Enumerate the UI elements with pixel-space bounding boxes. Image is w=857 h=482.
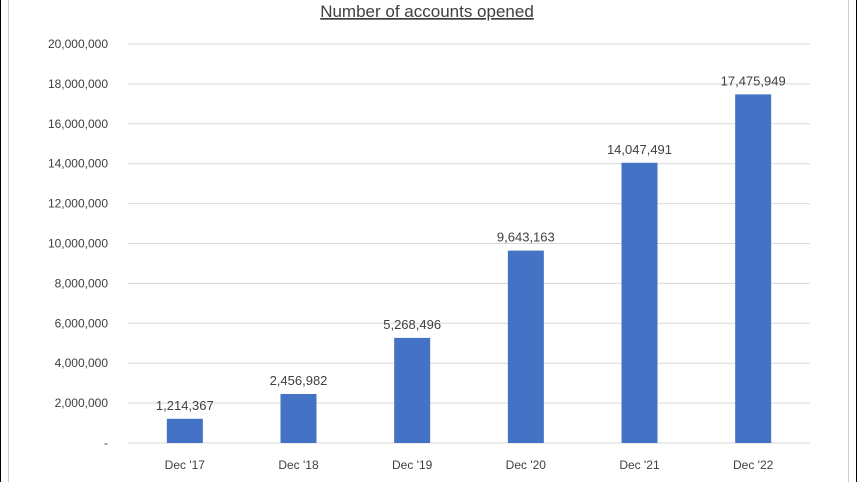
y-tick-label: 4,000,000 (55, 356, 109, 370)
y-tick-label: 18,000,000 (48, 77, 108, 91)
y-tick-label: 10,000,000 (48, 237, 108, 251)
y-tick-label: 20,000,000 (48, 37, 108, 51)
bars (166, 94, 772, 443)
bar-value-label: 5,268,496 (383, 317, 441, 332)
gridlines (128, 43, 810, 444)
x-tick-label: Dec '17 (165, 458, 206, 472)
x-tick-label: Dec '18 (278, 458, 319, 472)
bar (394, 337, 431, 443)
bar-value-label: 2,456,982 (270, 373, 328, 388)
x-tick-label: Dec '20 (506, 458, 547, 472)
x-axis-tick-labels: Dec '17 Dec '18 Dec '19 Dec '20 Dec '21 Dec '… (165, 458, 774, 472)
chart-title: Number of accounts opened (320, 2, 534, 21)
bar-value-label: 17,475,949 (721, 73, 786, 88)
bar-value-label: 1,214,367 (156, 398, 214, 413)
y-tick-label: 6,000,000 (55, 316, 109, 330)
bar-value-label: 14,047,491 (607, 142, 672, 157)
y-tick-label: - (104, 436, 108, 450)
chart-area-border (8, 0, 849, 482)
y-tick-label: 16,000,000 (48, 117, 108, 131)
bar (166, 418, 203, 443)
y-tick-label: 2,000,000 (55, 396, 109, 410)
bar-value-label: 9,643,163 (497, 230, 555, 245)
y-tick-label: 8,000,000 (55, 276, 109, 290)
y-tick-label: 14,000,000 (48, 157, 108, 171)
bar (507, 250, 544, 443)
x-tick-label: Dec '22 (733, 458, 774, 472)
y-tick-label: 12,000,000 (48, 197, 108, 211)
y-axis-tick-labels: - 2,000,000 4,000,000 6,000,000 8,000,000 10,… (48, 37, 108, 450)
bar (735, 94, 772, 443)
x-tick-label: Dec '19 (392, 458, 433, 472)
bar-value-labels: 1,214,367 2,456,982 5,268,496 9,643,163 14,0… (156, 73, 786, 412)
bar (621, 162, 658, 443)
x-tick-label: Dec '21 (619, 458, 660, 472)
bar (280, 393, 317, 443)
